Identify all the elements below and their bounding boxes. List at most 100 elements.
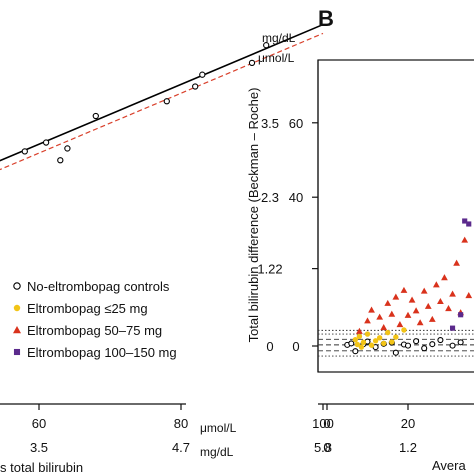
data-point [432,281,440,288]
x-tick-label-umol: 100 [312,416,334,431]
data-point [429,341,436,348]
y-tick-label-mgdl: 2.3 [261,190,279,205]
data-point [461,236,469,243]
panel-a: 60 3.5 80 4.7 100 5.8 μmol/L mg/dL s total bi… [0,23,334,474]
data-point [372,338,379,344]
legend-item: Eltrombopag ≤25 mg [13,301,148,316]
panel-b-points [344,218,473,356]
panel-a-unit-umol: μmol/L [200,421,237,435]
x-tick-label-mgdl: 5.8 [314,440,332,455]
data-point [348,340,355,347]
data-point [393,334,399,340]
data-point [449,325,456,331]
data-point [421,345,428,352]
data-point [441,274,448,281]
x-tick-label-mgdl: 4.7 [172,440,190,455]
data-point [376,313,384,320]
data-point [437,297,444,305]
y-tick-label-mgdl: 1.22 [257,262,282,277]
panel-b-y-axis-title: Total bilirubin difference (Beckman – Ro… [246,88,261,343]
panel-b-bias-lines [318,329,474,357]
legend-label: Eltrombopag ≤25 mg [27,301,148,316]
data-point [396,321,404,328]
legend-marker [13,304,21,312]
data-point [466,221,472,227]
panel-a-legend: No-eltrombopag controls Eltrombopag ≤25 m… [13,279,177,360]
data-point [424,302,432,309]
panel-b-y-unit-mgdl: mg/dL [262,31,296,45]
y-tick-label-umol: 60 [289,116,303,131]
panel-a-points [21,42,270,164]
panel-b-y-unit-umol: μmol/L [258,51,295,65]
data-point [364,331,371,337]
data-point [352,348,359,355]
data-point [400,286,408,293]
panel-b-x-axis-title: Avera [432,458,466,473]
data-point [408,296,416,303]
x-tick-label-umol: 60 [32,416,46,431]
data-point [360,339,367,345]
data-point [42,139,50,146]
legend-marker [13,282,21,290]
data-point [392,349,399,356]
x-tick-label-mgdl: 1.2 [399,440,417,455]
data-point [445,305,452,312]
fit-line [0,23,324,162]
data-point [354,341,361,348]
panel-b-letter: B [318,6,334,31]
data-point [381,340,387,347]
data-point [449,290,456,297]
data-point [358,344,365,350]
data-point [413,338,420,345]
data-point [449,342,456,349]
panel-a-unit-mgdl: mg/dL [200,445,234,459]
data-point [428,315,436,322]
data-point [465,292,473,299]
data-point [248,59,256,67]
data-point [404,342,412,349]
legend-item: Eltrombopag 50–75 mg [13,323,162,338]
data-point [404,311,412,318]
panel-a-x-ticks: 60 3.5 80 4.7 100 5.8 [30,404,334,455]
data-point [192,83,199,90]
panel-a-lines [0,23,324,171]
data-point [263,42,270,49]
data-point [380,324,388,331]
data-point [199,71,206,78]
x-tick-label-mgdl: 3.5 [30,440,48,455]
legend-item: Eltrombopag 100–150 mg [13,345,177,360]
data-point [64,145,71,152]
data-point [392,293,400,300]
data-point [385,329,391,336]
data-point [376,335,383,341]
legend-item: No-eltrombopag controls [13,279,170,294]
panel-a-x-axis-title: s total bilirubin [0,460,83,474]
data-point [453,259,460,266]
legend-marker [13,348,21,356]
legend-label: Eltrombopag 50–75 mg [27,323,162,338]
data-point [384,299,392,306]
x-tick-label-umol: 20 [401,416,415,431]
data-point [364,317,371,324]
data-point [21,148,28,155]
legend-label: No-eltrombopag controls [27,279,170,294]
data-point [389,339,395,345]
data-point [462,218,468,224]
y-tick-label-umol: 40 [289,190,303,205]
data-point [412,307,420,314]
data-point [57,157,64,164]
data-point [458,312,464,318]
x-tick-label-umol: 0 [323,416,330,431]
data-point [416,319,424,326]
data-point [368,306,375,313]
data-point [420,287,428,294]
data-point [356,327,363,334]
data-point [457,339,464,346]
x-tick-label-mgdl: 0 [323,440,330,455]
panel-b-y-ticks: 0 0 1.22 2.3 40 3.5 60 [257,116,318,354]
x-tick-label-umol: 80 [174,416,188,431]
data-point [401,327,407,333]
data-point [368,342,375,348]
legend-label: Eltrombopag 100–150 mg [27,345,177,360]
